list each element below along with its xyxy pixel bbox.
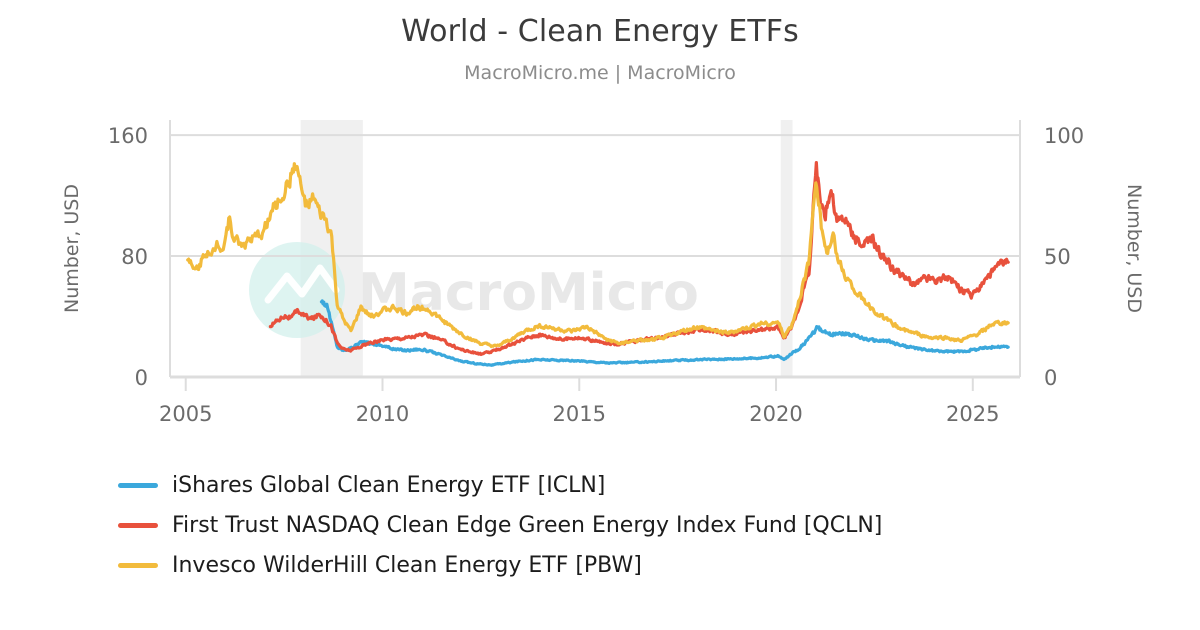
legend-label-qcln: First Trust NASDAQ Clean Edge Green Ener… — [172, 512, 883, 538]
y-axis-right-tick-label: 50 — [1044, 245, 1071, 269]
x-axis-tick-label: 2005 — [159, 402, 212, 426]
legend-label-icln: iShares Global Clean Energy ETF [ICLN] — [172, 472, 606, 498]
legend-swatch-icln — [118, 482, 158, 488]
y-axis-left-tick-label: 0 — [135, 366, 148, 390]
watermark: MacroMicro — [249, 242, 699, 338]
chart-subtitle: MacroMicro.me | MacroMicro — [464, 62, 736, 84]
series-line-icln — [319, 299, 1010, 367]
legend-swatch-qcln — [118, 522, 158, 528]
x-axis-tick-label: 2025 — [946, 402, 999, 426]
legend-item-pbw[interactable]: Invesco WilderHill Clean Energy ETF [PBW… — [118, 545, 1178, 585]
series-line-pbw — [186, 162, 1010, 349]
y-axis-left-title: Number, USD — [61, 184, 83, 313]
x-axis-tick-label: 2010 — [356, 402, 409, 426]
legend-item-icln[interactable]: iShares Global Clean Energy ETF [ICLN] — [118, 465, 1178, 505]
y-axis-right-tick-label: 0 — [1044, 366, 1057, 390]
y-axis-right-tick-label: 100 — [1044, 124, 1084, 148]
y-axis-left-tick-label: 160 — [108, 124, 148, 148]
legend-item-qcln[interactable]: First Trust NASDAQ Clean Edge Green Ener… — [118, 505, 1178, 545]
shaded-band — [780, 120, 793, 377]
chart-plot-area: MacroMicro 0 80 160 0 50 100 2005 2010 2015 2020 20… — [61, 120, 1145, 426]
y-axis-left-tick-label: 80 — [121, 245, 148, 269]
legend-label-pbw: Invesco WilderHill Clean Energy ETF [PBW… — [172, 552, 642, 578]
y-axis-right-title: Number, USD — [1123, 184, 1145, 313]
x-axis-tick-label: 2020 — [749, 402, 802, 426]
watermark-text: MacroMicro — [358, 263, 699, 323]
page-title: World - Clean Energy ETFs — [401, 14, 799, 49]
x-axis-tick-label: 2015 — [553, 402, 606, 426]
legend-swatch-pbw — [118, 562, 158, 568]
chart-legend: iShares Global Clean Energy ETF [ICLN] F… — [118, 465, 1178, 585]
